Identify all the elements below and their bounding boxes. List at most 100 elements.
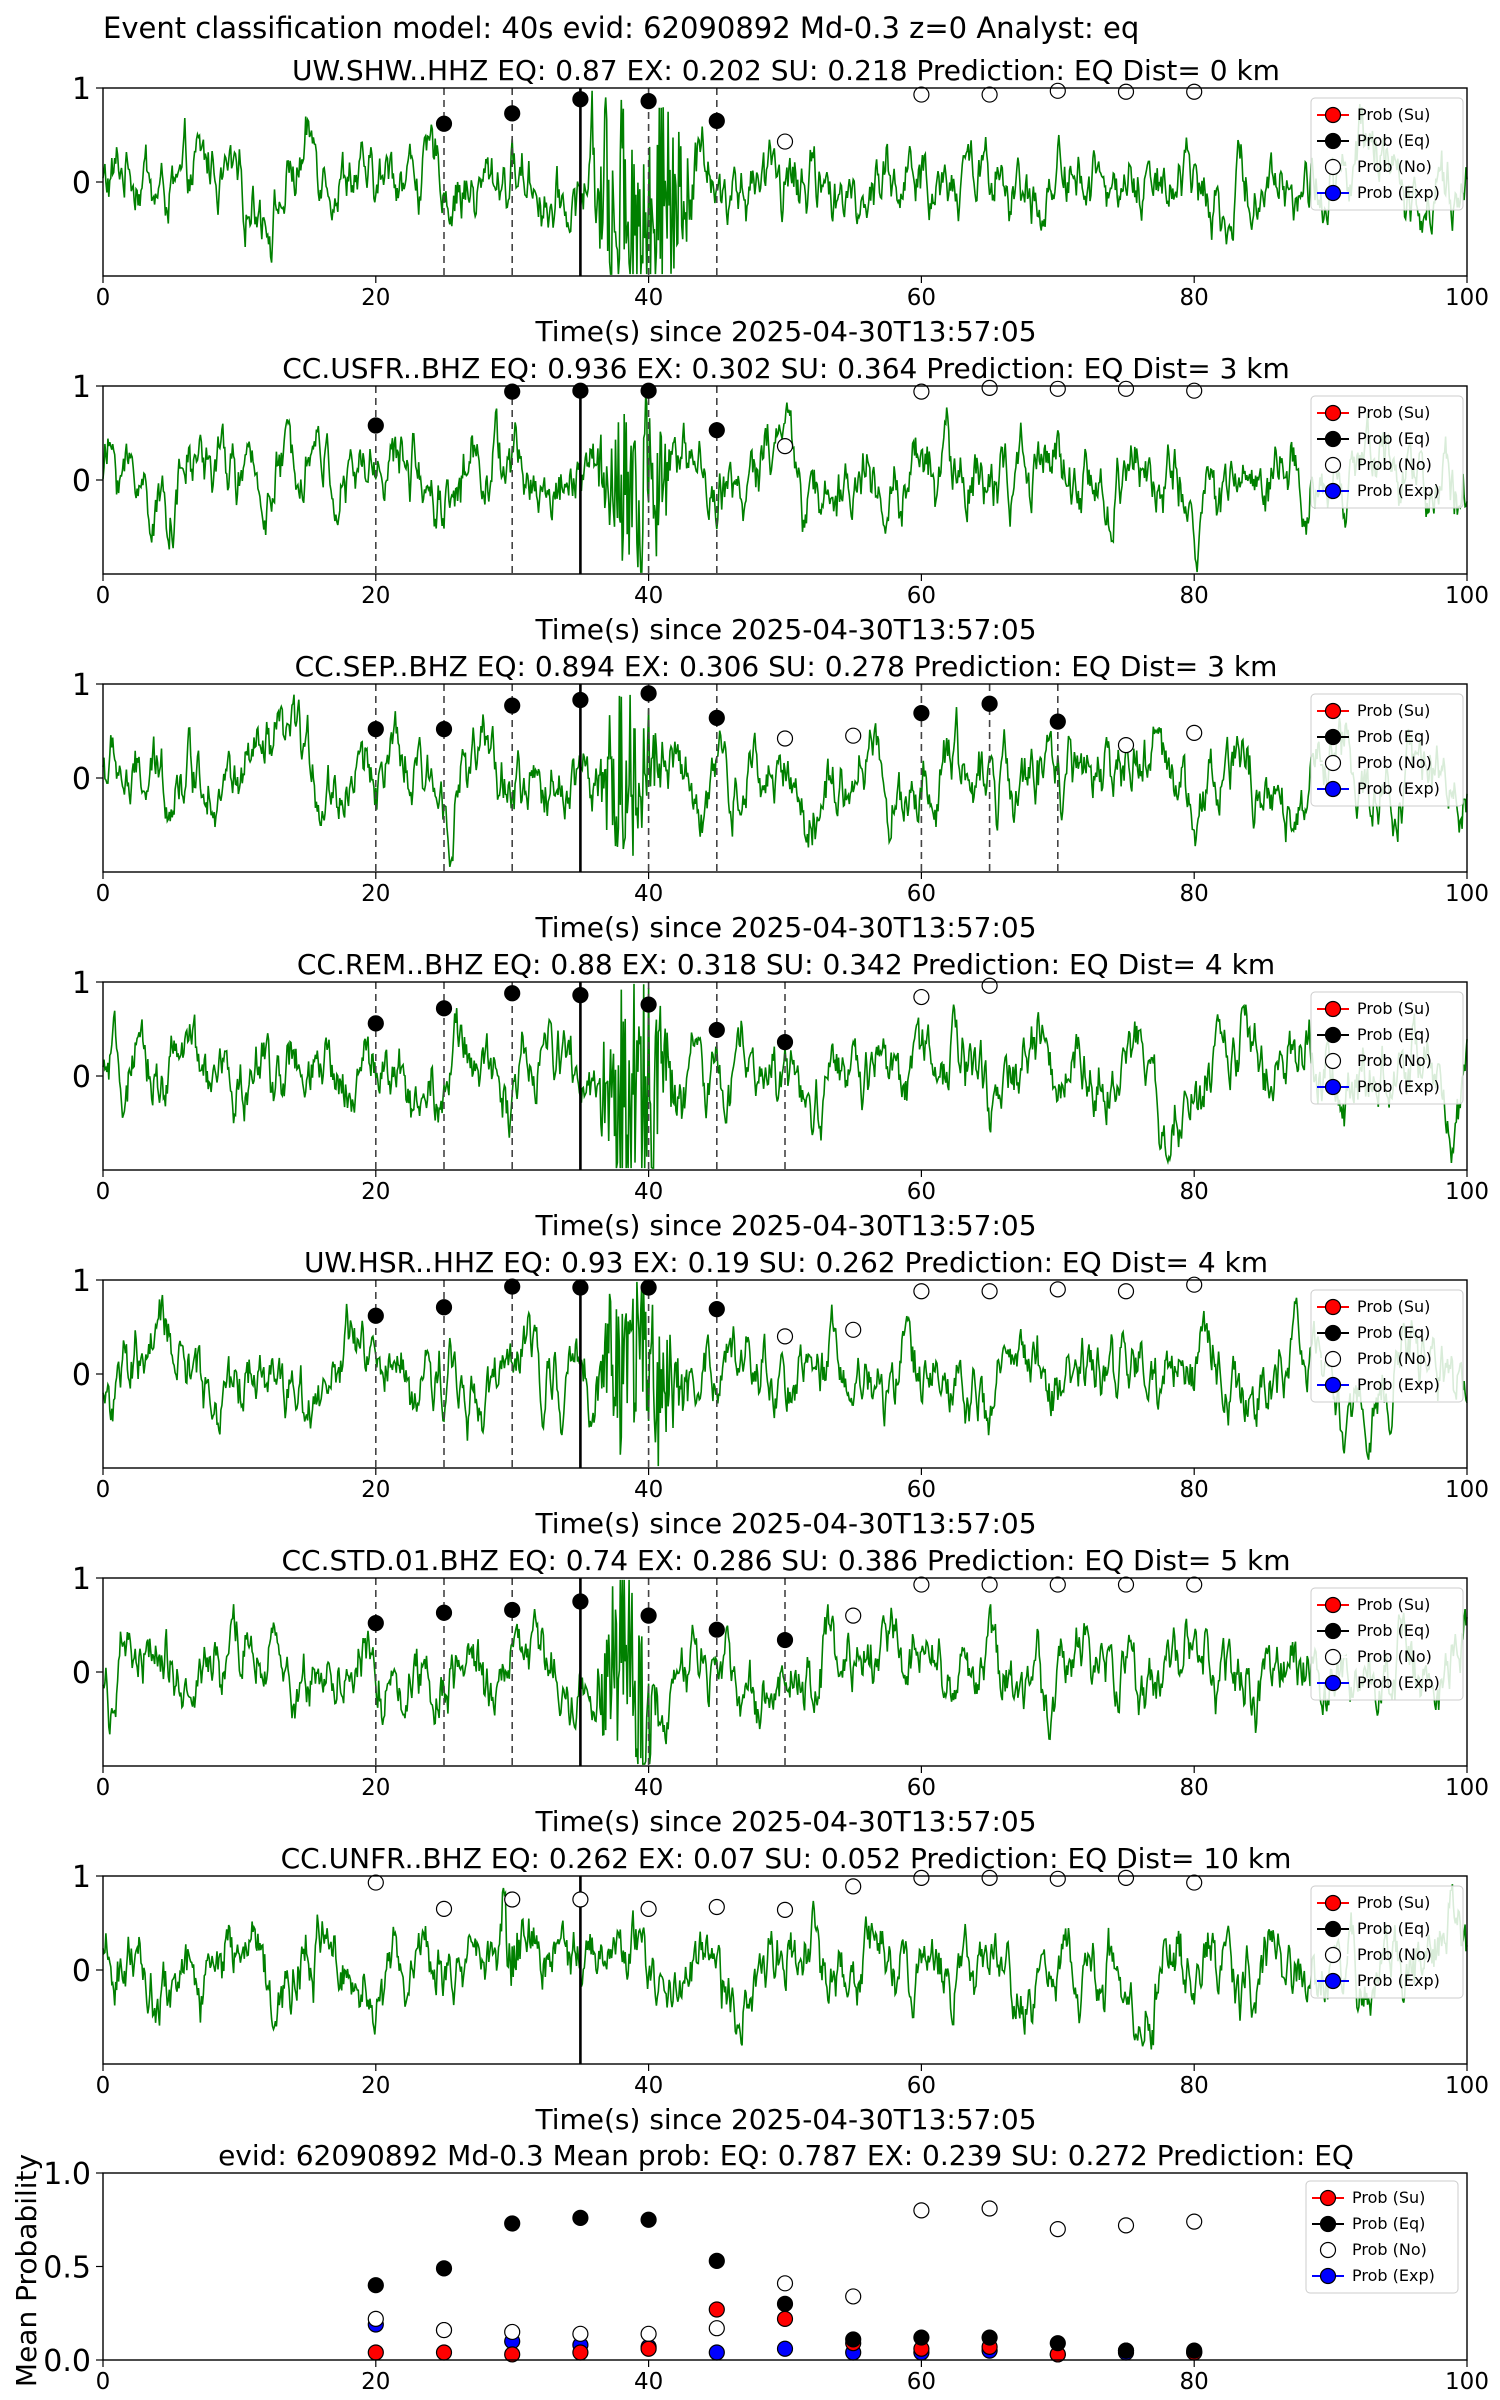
prob-eq-point <box>1049 713 1066 730</box>
x-tick-label: 60 <box>907 881 936 907</box>
prob-eq-point <box>640 996 657 1013</box>
mean-prob-point <box>572 2344 589 2361</box>
x-axis-label: Time(s) since 2025-04-30T13:57:05 <box>534 1805 1036 1838</box>
prob-eq-point <box>367 721 384 738</box>
x-axis-label: Time(s) since 2025-04-30T13:57:05 <box>534 1507 1036 1540</box>
x-tick-label: 20 <box>361 1477 390 1503</box>
mean-probability-panel: evid: 62090892 Md-0.3 Mean prob: EQ: 0.7… <box>10 2139 1489 2395</box>
prob-eq-point <box>572 1279 589 1296</box>
mean-prob-point <box>913 2202 930 2219</box>
x-tick-label: 100 <box>1445 1477 1489 1503</box>
legend-marker <box>1324 754 1342 772</box>
legend-frame <box>1310 1289 1464 1403</box>
prob-no-point <box>981 379 998 396</box>
legend-label: Prob (No) <box>1357 1051 1432 1070</box>
mean-prob-point <box>776 2295 794 2312</box>
y-tick-label: 0 <box>72 762 91 797</box>
y-tick-label: 1 <box>72 668 91 703</box>
x-tick-label: 0 <box>96 583 111 609</box>
series-probno <box>367 2200 1203 2342</box>
y-tick-label: 0 <box>72 1358 91 1393</box>
x-tick-label: 0 <box>96 285 111 311</box>
x-axis-label: Time(s) since 2025-04-30T13:57:05 <box>534 613 1036 646</box>
x-axis-label: Time(s) since 2025-04-30T13:57:05 <box>534 911 1036 944</box>
x-tick-label: 100 <box>1445 2369 1489 2395</box>
legend-label: Prob (No) <box>1357 1945 1432 1964</box>
mean-prob-point <box>367 2277 384 2294</box>
x-tick-label: 60 <box>907 1775 936 1801</box>
legend-label: Prob (No) <box>1357 1349 1432 1368</box>
prob-no-point <box>640 1900 657 1918</box>
legend-marker <box>1324 1078 1342 1096</box>
legend-marker <box>1319 2267 1337 2285</box>
legend-marker <box>1324 404 1342 422</box>
x-tick-label: 40 <box>634 583 663 609</box>
legend: Prob (Su) Prob (Eq) Prob (No) Prob (Exp) <box>1310 97 1464 211</box>
legend: Prob (Su) Prob (Eq) Prob (No) Prob (Exp) <box>1310 1885 1464 1999</box>
y-tick-label: 0 <box>72 464 91 499</box>
prob-eq-point <box>435 115 453 132</box>
mean-prob-point <box>504 2323 521 2341</box>
x-tick-label: 60 <box>907 1477 936 1503</box>
legend-frame <box>1310 693 1464 807</box>
panels: UW.SHW..HHZ EQ: 0.87 EX: 0.202 SU: 0.218… <box>10 54 1489 2395</box>
mean-prob-point <box>640 2325 657 2342</box>
mean-prob-point <box>640 2211 657 2228</box>
prob-eq-point <box>572 382 589 399</box>
prob-eq-point <box>367 1015 384 1032</box>
prob-no-point <box>776 133 794 150</box>
legend-marker <box>1324 728 1342 746</box>
prob-eq-point <box>981 695 998 712</box>
mean-prob-point <box>1049 2335 1066 2352</box>
prob-no-point <box>776 1328 794 1345</box>
legend-marker <box>1324 1350 1342 1368</box>
legend-marker <box>1324 1946 1342 1964</box>
prob-no-point <box>1117 83 1135 100</box>
prob-eq-point <box>504 383 521 400</box>
station-panel: UW.HSR..HHZ EQ: 0.93 EX: 0.19 SU: 0.262 … <box>72 1246 1489 1540</box>
y-tick-label: 1 <box>72 1562 91 1597</box>
legend-label: Prob (No) <box>1357 753 1432 772</box>
prob-no-point <box>776 438 794 455</box>
legend: Prob (Su) Prob (Eq) Prob (No) Prob (Exp) <box>1310 1289 1464 1403</box>
prob-no-point <box>845 1321 862 1338</box>
x-tick-label: 20 <box>361 583 390 609</box>
prob-eq-point <box>572 987 589 1004</box>
legend-marker <box>1324 1052 1342 1070</box>
mean-prob-point <box>435 2260 453 2277</box>
prob-no-point <box>845 1607 862 1624</box>
x-tick-label: 80 <box>1180 2073 1209 2099</box>
legend-marker <box>1324 456 1342 474</box>
prob-eq-point <box>367 417 384 434</box>
prob-no-point <box>1117 736 1135 754</box>
panel-title: CC.REM..BHZ EQ: 0.88 EX: 0.318 SU: 0.342… <box>297 948 1275 981</box>
prob-no-point <box>504 1891 521 1908</box>
legend-label: Prob (Exp) <box>1357 1673 1440 1692</box>
mean-prob-point <box>776 2275 794 2292</box>
legend-marker <box>1324 482 1342 500</box>
x-tick-label: 80 <box>1180 583 1209 609</box>
mean-prob-point <box>845 2331 862 2348</box>
legend-frame <box>1310 395 1464 509</box>
x-tick-label: 80 <box>1180 1477 1209 1503</box>
y-tick-label: 0 <box>72 1954 91 1989</box>
prob-no-point <box>845 727 862 744</box>
x-tick-label: 20 <box>361 1179 390 1205</box>
legend-label: Prob (Eq) <box>1357 1919 1430 1938</box>
x-tick-label: 60 <box>907 583 936 609</box>
x-axis-label: Time(s) since 2025-04-30T13:57:05 <box>534 1209 1036 1242</box>
mean-prob-point <box>1186 2342 1203 2359</box>
legend-marker <box>1324 184 1342 202</box>
prob-no-point <box>776 1901 794 1918</box>
legend-marker <box>1324 1648 1342 1666</box>
y-tick-label: 0 <box>72 1060 91 1095</box>
prob-no-point <box>1117 380 1135 397</box>
x-tick-label: 20 <box>361 881 390 907</box>
prob-no-point <box>572 1891 589 1908</box>
panel-title: CC.USFR..BHZ EQ: 0.936 EX: 0.302 SU: 0.3… <box>282 352 1290 385</box>
x-tick-label: 40 <box>634 2369 663 2395</box>
prob-eq-point <box>708 112 725 130</box>
x-tick-label: 0 <box>96 2073 111 2099</box>
x-tick-label: 100 <box>1445 881 1489 907</box>
